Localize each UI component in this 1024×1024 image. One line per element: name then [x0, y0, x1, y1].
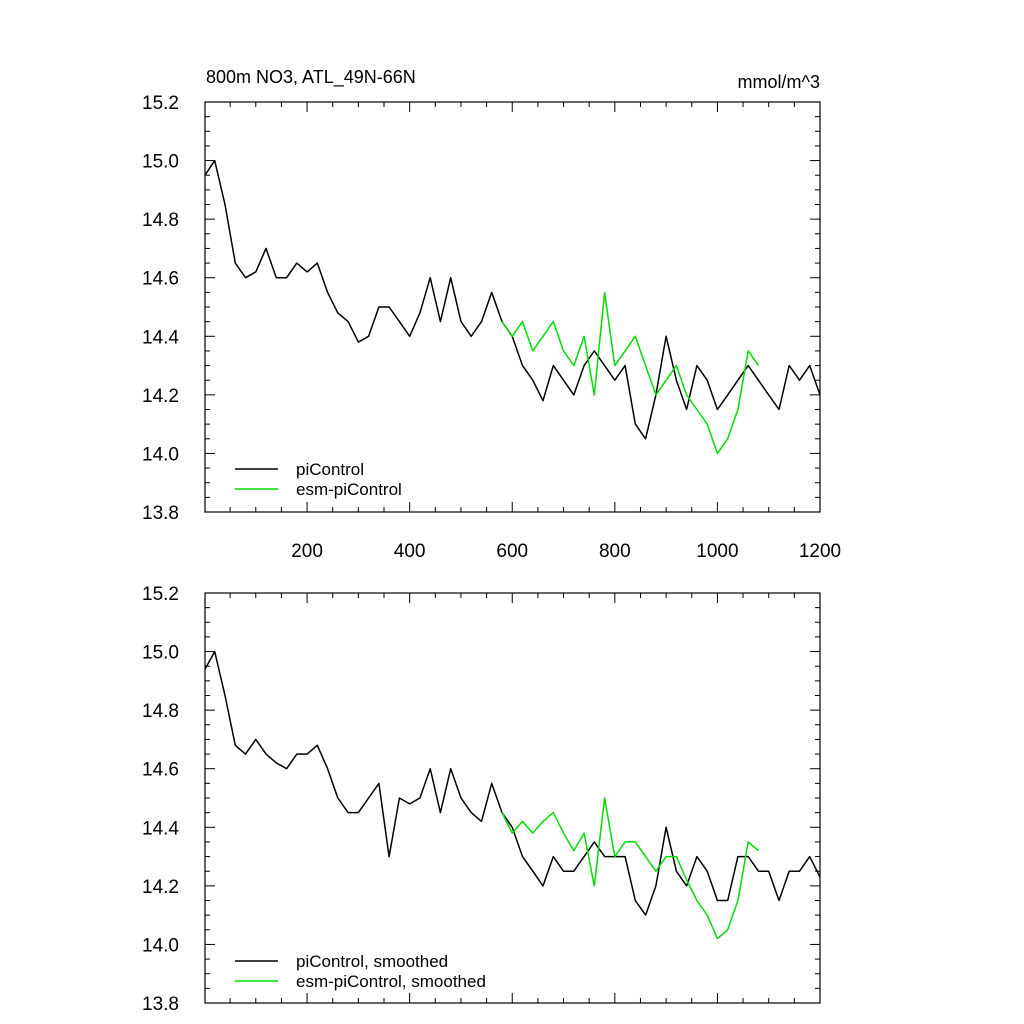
y-tick-label: 15.2	[142, 93, 179, 114]
x-tick-label: 600	[496, 541, 528, 562]
chart-title: 800m NO3, ATL_49N-66N	[206, 67, 416, 88]
y-tick-label: 15.2	[142, 584, 179, 605]
top-panel: 800m NO3, ATL_49N-66N mmol/m^3 200 400 600…	[142, 67, 841, 562]
y-tick-label: 15.0	[142, 152, 179, 173]
y-tick-label: 14.6	[142, 269, 179, 290]
legend-entry: esm-piControl, smoothed	[296, 972, 486, 991]
legend-entry: esm-piControl	[296, 480, 402, 499]
series-line-esm-picontrol	[501, 291, 760, 455]
y-tick-label: 14.8	[142, 701, 179, 722]
series-line-picontrol	[204, 650, 821, 916]
x-tick-label: 1200	[799, 541, 841, 562]
bottom-panel: 13.8 14.0 14.2 14.4 14.6 14.8 15.0 15.2 piContro…	[142, 584, 821, 1015]
y-tick-label: 14.0	[142, 935, 179, 956]
y-tick-label: 13.8	[142, 503, 179, 524]
y-tick-label: 14.2	[142, 877, 179, 898]
x-tick-label: 1000	[696, 541, 738, 562]
y-tick-label: 14.4	[142, 327, 179, 348]
series-line-esm-picontrol	[501, 797, 759, 940]
y-tick-label: 14.2	[142, 386, 179, 407]
y-tick-label: 14.0	[142, 444, 179, 465]
legend-entry: piControl	[296, 460, 364, 479]
legend-entry: piControl, smoothed	[296, 952, 448, 971]
series-line-picontrol	[204, 159, 821, 440]
y-tick-label: 14.4	[142, 818, 179, 839]
y-tick-label: 15.0	[142, 643, 179, 664]
x-tick-label: 400	[394, 541, 426, 562]
y-tick-label: 13.8	[142, 994, 179, 1015]
plot-frame	[204, 592, 821, 1004]
y-tick-label: 14.6	[142, 760, 179, 781]
x-tick-label: 200	[291, 541, 323, 562]
plot-frame	[204, 101, 821, 513]
x-tick-label: 800	[599, 541, 631, 562]
units-label: mmol/m^3	[738, 72, 820, 92]
y-tick-label: 14.8	[142, 210, 179, 231]
